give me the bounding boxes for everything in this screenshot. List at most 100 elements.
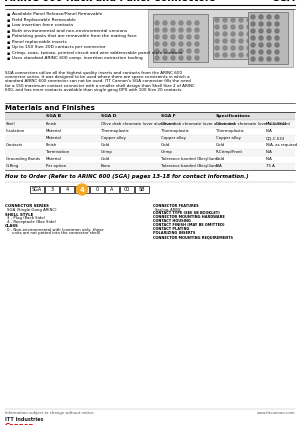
Circle shape: [267, 36, 271, 40]
Text: Per option: Per option: [46, 164, 66, 168]
Text: ▪: ▪: [7, 28, 10, 34]
FancyBboxPatch shape: [30, 186, 44, 193]
Text: N/A: N/A: [266, 129, 273, 133]
Text: How to Order (Refer to ARINC 600 (SGA) pages 13-18 for contact information.): How to Order (Refer to ARINC 600 (SGA) p…: [5, 174, 249, 179]
FancyBboxPatch shape: [153, 14, 208, 62]
Text: Panel replaceable inserts: Panel replaceable inserts: [12, 40, 67, 43]
Circle shape: [275, 36, 279, 40]
Text: 4 - Receptacle (Box Side): 4 - Receptacle (Box Side): [7, 219, 56, 224]
Text: 4: 4: [80, 187, 85, 193]
Circle shape: [267, 43, 271, 47]
Text: SB: SB: [139, 187, 145, 192]
Circle shape: [251, 57, 255, 61]
Circle shape: [271, 32, 275, 36]
Circle shape: [179, 56, 183, 60]
Circle shape: [179, 49, 183, 53]
FancyBboxPatch shape: [60, 186, 74, 193]
FancyBboxPatch shape: [213, 17, 283, 59]
Text: Crimp, coax, twinax, printed circuit and wire addressable panel style contacts: Crimp, coax, twinax, printed circuit and…: [12, 51, 182, 54]
Text: N/A, as required: N/A, as required: [266, 143, 297, 147]
Circle shape: [179, 21, 183, 25]
Circle shape: [271, 25, 275, 29]
Text: ARINC 600 Rack and Panel Connectors: ARINC 600 Rack and Panel Connectors: [5, 0, 215, 3]
Text: ▪: ▪: [7, 40, 10, 45]
Text: Termination: Termination: [46, 150, 69, 154]
Text: standard ARINC 600 connector can not be used. ITT Cannon's SGA connector fills t: standard ARINC 600 connector can not be …: [5, 79, 191, 83]
Text: ▪: ▪: [7, 45, 10, 50]
Circle shape: [179, 42, 183, 46]
Circle shape: [171, 56, 175, 60]
Circle shape: [179, 28, 183, 32]
Circle shape: [231, 53, 235, 57]
Circle shape: [163, 49, 167, 53]
Text: Both environmental and non-environmental versions: Both environmental and non-environmental…: [12, 28, 127, 32]
Circle shape: [231, 39, 235, 43]
Text: O-Ring: O-Ring: [6, 164, 20, 168]
Circle shape: [195, 28, 199, 32]
Circle shape: [195, 49, 199, 53]
Text: Tolerance banded (Beryllium): Tolerance banded (Beryllium): [161, 164, 219, 168]
Circle shape: [251, 43, 255, 47]
Text: for a 150 maximum contact connector with a smaller shell design than Shell Size : for a 150 maximum contact connector with…: [5, 84, 195, 88]
Circle shape: [187, 56, 191, 60]
Text: CONTACT FINISH (MAY BE OMITTED): CONTACT FINISH (MAY BE OMITTED): [153, 223, 225, 227]
Text: SGA B: SGA B: [46, 114, 61, 118]
Circle shape: [231, 18, 235, 22]
Text: QQ-C-533: QQ-C-533: [266, 136, 285, 140]
Circle shape: [275, 15, 279, 19]
Text: 3 - Plug (Rack Side): 3 - Plug (Rack Side): [7, 216, 45, 220]
Circle shape: [223, 25, 227, 29]
Circle shape: [247, 46, 251, 50]
Circle shape: [215, 18, 219, 22]
Circle shape: [187, 49, 191, 53]
Circle shape: [187, 42, 191, 46]
Text: ▪: ▪: [7, 34, 10, 39]
Circle shape: [267, 57, 271, 61]
Text: Up to 150 Size 20D contacts per connector: Up to 150 Size 20D contacts per connecto…: [12, 45, 106, 49]
FancyBboxPatch shape: [45, 186, 59, 193]
Text: Buna: Buna: [101, 164, 111, 168]
Circle shape: [187, 35, 191, 39]
Circle shape: [223, 53, 227, 57]
Text: ▪: ▪: [7, 56, 10, 61]
Text: Available Panel Release/Panel Removable: Available Panel Release/Panel Removable: [12, 12, 102, 16]
Circle shape: [215, 32, 219, 36]
Circle shape: [155, 42, 159, 46]
Text: R-Crimp/Front: R-Crimp/Front: [216, 150, 243, 154]
Circle shape: [263, 53, 267, 57]
Circle shape: [247, 39, 251, 43]
Circle shape: [231, 46, 235, 50]
Circle shape: [247, 18, 251, 22]
Circle shape: [247, 25, 251, 29]
Text: 3: 3: [50, 187, 54, 192]
Circle shape: [223, 32, 227, 36]
Text: Finish: Finish: [46, 143, 57, 147]
Text: Copper alloy: Copper alloy: [101, 136, 126, 140]
Text: Material: Material: [46, 136, 62, 140]
Text: ▪: ▪: [7, 51, 10, 56]
Text: 600, and has more contacts available than single gang DPX with 100 Size 20 conta: 600, and has more contacts available tha…: [5, 88, 183, 92]
Text: N/A: N/A: [266, 150, 273, 154]
Circle shape: [155, 21, 159, 25]
Text: B: B: [80, 187, 84, 192]
Circle shape: [239, 32, 243, 36]
Text: Crimp: Crimp: [101, 150, 113, 154]
Text: 00: 00: [124, 187, 130, 192]
Circle shape: [155, 49, 159, 53]
Circle shape: [171, 35, 175, 39]
Circle shape: [223, 39, 227, 43]
Text: CONTACT PLATING: CONTACT PLATING: [153, 227, 189, 231]
Circle shape: [163, 28, 167, 32]
Circle shape: [271, 46, 275, 50]
Text: SGA (Single Gang ARINC): SGA (Single Gang ARINC): [7, 208, 57, 212]
FancyBboxPatch shape: [135, 186, 149, 193]
FancyBboxPatch shape: [248, 12, 288, 64]
Text: Specifications: Specifications: [216, 114, 251, 118]
Text: N/A: N/A: [216, 164, 223, 168]
Circle shape: [267, 15, 271, 19]
Circle shape: [195, 35, 199, 39]
Circle shape: [163, 42, 167, 46]
Circle shape: [215, 53, 219, 57]
Circle shape: [263, 46, 267, 50]
Text: SGA F: SGA F: [161, 114, 176, 118]
